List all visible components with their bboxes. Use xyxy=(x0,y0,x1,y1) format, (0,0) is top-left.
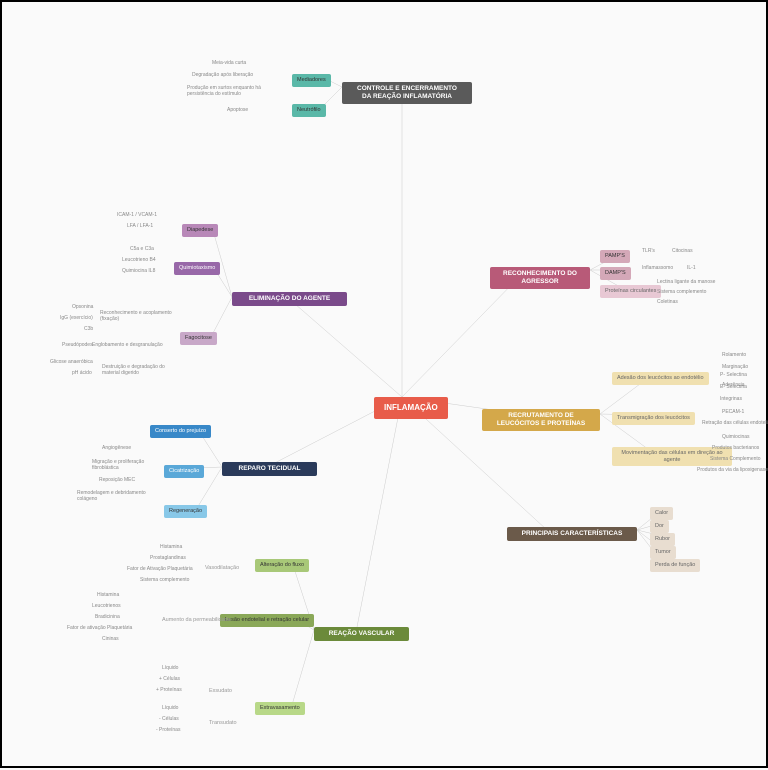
leaf-label: Produção em surtos enquanto hápersistênc… xyxy=(187,85,261,97)
sub-node: PAMP'S xyxy=(600,250,630,263)
leaf-label: - Proteínas xyxy=(156,727,180,733)
leaf-label: Quimiocina IL8 xyxy=(122,268,155,274)
sub-node: Extravasamento xyxy=(255,702,305,715)
leaf-label: IgG (exercício) xyxy=(60,315,93,321)
sub-node: Exsudato xyxy=(204,685,237,698)
leaf-label: Sistema complemento xyxy=(657,289,706,295)
leaf-label: Integrinas xyxy=(720,396,742,402)
leaf-label: Glicose anaeróbica xyxy=(50,359,93,365)
leaf-label: Fator de Ativação Plaquetária xyxy=(127,566,193,572)
leaf-label: Reposição MEC xyxy=(99,477,135,483)
sub-node: Cicatrização xyxy=(164,465,204,478)
sub-node: Dor xyxy=(650,520,669,533)
leaf-label: Líquido xyxy=(162,665,178,671)
branch-node: CONTROLE E ENCERRAMENTODA REAÇÃO INFLAMA… xyxy=(342,82,472,104)
sub-node: Neutrófilo xyxy=(292,104,326,117)
sub-node: Regeneração xyxy=(164,505,207,518)
sub-node: Aumento da permeabilidade xyxy=(157,614,236,627)
leaf-label: Produtos bacterianos xyxy=(712,445,759,451)
leaf-label: + Células xyxy=(159,676,180,682)
sub-node: Proteínas circulantes xyxy=(600,285,661,298)
leaf-label: Degradação após liberação xyxy=(192,72,253,78)
leaf-label: Rolamento xyxy=(722,352,746,358)
branch-node: RECRUTAMENTO DELEUCÓCITOS E PROTEÍNAS xyxy=(482,409,600,431)
sub-node: Transudato xyxy=(204,717,242,730)
leaf-label: Citocinas xyxy=(672,248,693,254)
sub-node: Vasodilatação xyxy=(200,562,244,575)
leaf-label: Fator de ativação Plaquetária xyxy=(67,625,132,631)
leaf-label: Englobamento e desgranulação xyxy=(92,342,163,348)
leaf-label: Líquido xyxy=(162,705,178,711)
sub-node: Conserto do prejuízo xyxy=(150,425,211,438)
leaf-label: - Células xyxy=(159,716,179,722)
leaf-label: IL-1 xyxy=(687,265,696,271)
leaf-label: Apoptose xyxy=(227,107,248,113)
sub-node: Perda de função xyxy=(650,559,700,572)
leaf-label: C3b xyxy=(84,326,93,332)
center-node: INFLAMAÇÃO xyxy=(374,397,448,419)
leaf-label: Cininas xyxy=(102,636,119,642)
leaf-label: Pseudópodes xyxy=(62,342,93,348)
branch-node: PRINCIPAIS CARACTERÍSTICAS xyxy=(507,527,637,541)
branch-node: REAÇÃO VASCULAR xyxy=(314,627,409,641)
leaf-label: Sistema complemento xyxy=(140,577,189,583)
leaf-label: Leucotrienos xyxy=(92,603,121,609)
leaf-label: Reconhecimento e acoplamento(fixação) xyxy=(100,310,172,322)
leaf-label: Destruição e degradação domaterial diger… xyxy=(102,364,165,376)
sub-node: DAMP'S xyxy=(600,267,631,280)
leaf-label: E- Selectina xyxy=(720,384,747,390)
sub-node: Calor xyxy=(650,507,673,520)
sub-node: Quimiotaxismo xyxy=(174,262,220,275)
sub-node: Rubor xyxy=(650,533,675,546)
sub-node: Adesão dos leucócitos ao endotélio xyxy=(612,372,709,385)
branch-node: RECONHECIMENTO DOAGRESSOR xyxy=(490,267,590,289)
leaf-label: Opsonina xyxy=(72,304,93,310)
leaf-label: Leucotrieno B4 xyxy=(122,257,156,263)
sub-node: Mediadores xyxy=(292,74,331,87)
sub-node: Alteração do fluxo xyxy=(255,559,309,572)
sub-node: Transmigração dos leucócitos xyxy=(612,412,695,425)
leaf-label: Histamina xyxy=(160,544,182,550)
leaf-label: + Proteínas xyxy=(156,687,182,693)
leaf-label: Histamina xyxy=(97,592,119,598)
leaf-label: Quimiocinas xyxy=(722,434,750,440)
leaf-label: PECAM-1 xyxy=(722,409,744,415)
leaf-label: Sistema Complemento xyxy=(710,456,761,462)
leaf-label: Lectina ligante da manose xyxy=(657,279,715,285)
leaf-label: Meia-vida curta xyxy=(212,60,246,66)
leaf-label: Prostaglandinas xyxy=(150,555,186,561)
branch-node: REPARO TECIDUAL xyxy=(222,462,317,476)
sub-node: Tumor xyxy=(650,546,676,559)
leaf-label: ICAM-1 / VCAM-1 xyxy=(117,212,157,218)
leaf-label: Produtos da via da lipoxigenase xyxy=(697,467,768,473)
leaf-label: Remodelagem e debridamentocolágeno xyxy=(77,490,146,502)
leaf-label: P- Selectina xyxy=(720,372,747,378)
leaf-label: pH ácido xyxy=(72,370,92,376)
leaf-label: Angiogênese xyxy=(102,445,131,451)
leaf-label: LFA / LFA-1 xyxy=(127,223,153,229)
leaf-label: Inflamassomo xyxy=(642,265,673,271)
leaf-label: Bradicinina xyxy=(95,614,120,620)
sub-node: Fagocitose xyxy=(180,332,217,345)
leaf-label: Coletinas xyxy=(657,299,678,305)
leaf-label: Migração e proliferaçãofibroblástica xyxy=(92,459,144,471)
branch-node: ELIMINAÇÃO DO AGENTE xyxy=(232,292,347,306)
sub-node: Diapedese xyxy=(182,224,218,237)
leaf-label: Marginação xyxy=(722,364,748,370)
leaf-label: Retração das células endoteliais xyxy=(702,420,768,426)
leaf-label: C5a e C3a xyxy=(130,246,154,252)
leaf-label: TLR's xyxy=(642,248,655,254)
